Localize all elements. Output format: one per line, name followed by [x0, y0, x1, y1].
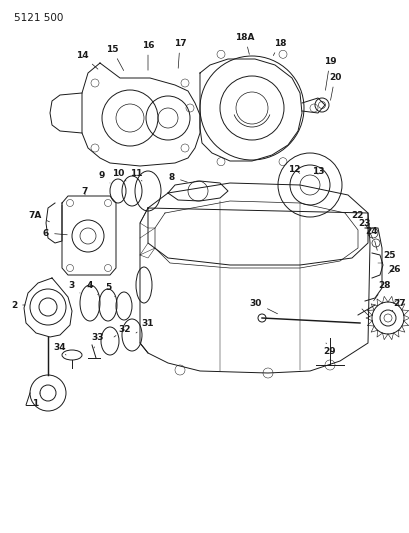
Text: 27: 27 — [391, 298, 405, 311]
Text: 23: 23 — [358, 219, 372, 239]
Text: 18A: 18A — [235, 33, 254, 54]
Text: 18: 18 — [273, 38, 285, 55]
Text: 15: 15 — [106, 44, 124, 70]
Text: 24: 24 — [365, 227, 378, 251]
Text: 33: 33 — [92, 333, 104, 348]
Text: 30: 30 — [249, 298, 277, 314]
Text: 6: 6 — [43, 229, 67, 238]
Text: 17: 17 — [173, 38, 186, 68]
Text: 14: 14 — [76, 51, 98, 69]
Text: 8: 8 — [169, 173, 187, 182]
Text: 11: 11 — [129, 168, 142, 181]
Text: 31: 31 — [136, 319, 154, 333]
Text: 5: 5 — [105, 282, 114, 297]
Text: 1: 1 — [32, 393, 40, 408]
Text: 13: 13 — [311, 166, 324, 175]
Text: 16: 16 — [142, 41, 154, 70]
Text: 26: 26 — [387, 264, 400, 273]
Text: 12: 12 — [287, 165, 299, 174]
Text: 29: 29 — [323, 343, 335, 356]
Text: 5121 500: 5121 500 — [14, 13, 63, 23]
Text: 34: 34 — [54, 343, 66, 355]
Text: 22: 22 — [351, 211, 367, 229]
Text: 25: 25 — [381, 251, 395, 263]
Text: 3: 3 — [69, 280, 80, 293]
Text: 7: 7 — [82, 187, 88, 196]
Text: 20: 20 — [328, 72, 340, 100]
Text: 7A: 7A — [28, 211, 49, 222]
Text: 9: 9 — [99, 171, 110, 183]
Text: 28: 28 — [373, 280, 390, 301]
Text: 10: 10 — [112, 168, 126, 181]
Text: 4: 4 — [87, 280, 98, 295]
Text: 19: 19 — [323, 56, 335, 90]
Text: 2: 2 — [11, 301, 25, 310]
Text: 32: 32 — [114, 325, 131, 337]
